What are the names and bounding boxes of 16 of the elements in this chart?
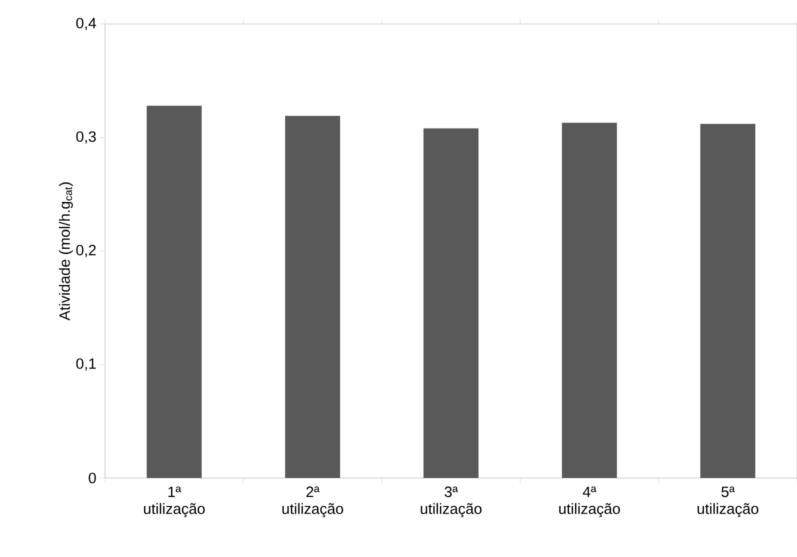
y-tick-label: 0,4 (76, 18, 96, 30)
bar (424, 128, 478, 478)
x-tick-label: 2ª utilização (282, 486, 344, 518)
bar (146, 106, 202, 478)
bar (285, 116, 340, 478)
y-tick-label: 0,1 (76, 358, 96, 371)
x-tick-label: 1ª utilização (144, 486, 205, 518)
bar (700, 124, 756, 478)
y-tick-label: 0,3 (76, 131, 96, 144)
y-tick-label: 0 (88, 472, 96, 484)
x-tick-label: 5ª utilização (698, 486, 758, 518)
y-axis-title: Atividade (mol/h.g$_{cat}$) (58, 182, 73, 320)
y-tick-label: 0,2 (76, 244, 96, 258)
x-tick-label: 4ª utilização (559, 486, 620, 518)
bar (562, 122, 617, 478)
x-tick-label: 3ª utilização (420, 486, 482, 518)
